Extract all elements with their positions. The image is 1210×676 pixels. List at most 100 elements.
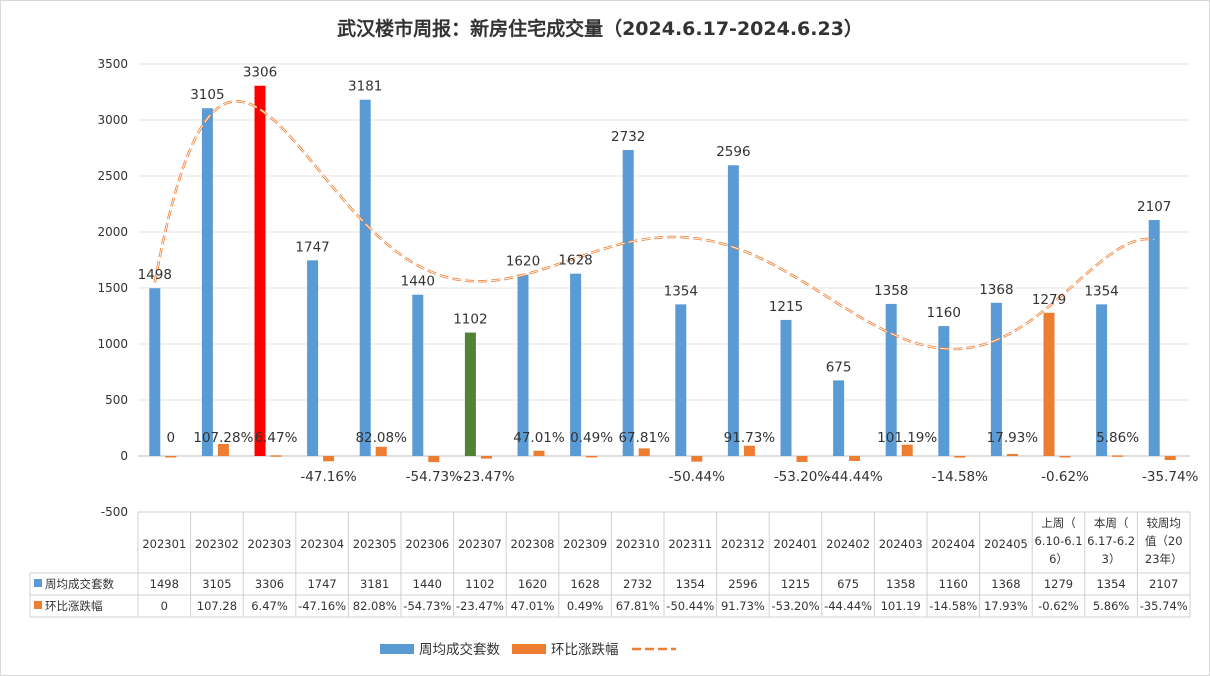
- data-label-rate: 82.08%: [355, 430, 407, 446]
- table-cell: 1498: [150, 577, 179, 591]
- table-header: 202310: [616, 537, 660, 551]
- bar-volume: [201, 108, 213, 457]
- bar-rate: [217, 443, 229, 456]
- table-cell: -47.16%: [298, 599, 346, 613]
- table-cell: 2596: [728, 577, 757, 591]
- table-cell: -0.62%: [1038, 599, 1079, 613]
- data-label-volume: 1440: [401, 274, 435, 290]
- legend-key-rate: [512, 644, 546, 654]
- table-legend-key: [34, 601, 42, 609]
- table-header: 202305: [353, 537, 397, 551]
- data-label-rate: -44.44%: [826, 469, 883, 485]
- bar-rate: [849, 456, 861, 461]
- table-cell: 91.73%: [721, 599, 765, 613]
- y-tick-label: 2500: [97, 169, 128, 183]
- data-label-rate: 107.28%: [193, 430, 253, 446]
- bar-volume: [254, 85, 266, 456]
- table-cell: 1358: [886, 577, 915, 591]
- table-header: 202308: [511, 537, 555, 551]
- data-label-volume: 3306: [243, 65, 277, 81]
- data-label-rate: 17.93%: [987, 430, 1039, 446]
- table-series-name: 环比涨跌幅: [45, 599, 103, 613]
- table-header: 202301: [142, 537, 186, 551]
- table-header: 6）: [1049, 552, 1068, 566]
- table-cell: 101.19: [881, 599, 921, 613]
- bar-volume: [727, 165, 739, 457]
- table-cell: 3306: [255, 577, 284, 591]
- data-label-volume: 1354: [1084, 283, 1118, 299]
- bar-volume: [149, 288, 161, 456]
- data-label-rate: 67.81%: [618, 430, 670, 446]
- table-header: 上周（: [1041, 516, 1076, 530]
- bar-rate: [165, 456, 177, 458]
- table-cell: 1279: [1044, 577, 1073, 591]
- bar-rate: [1006, 453, 1018, 456]
- table-cell: 17.93%: [984, 599, 1028, 613]
- table-header: 较周均: [1146, 516, 1181, 530]
- bar-rate: [954, 456, 966, 458]
- bar-volume: [359, 99, 371, 456]
- bar-rate: [1164, 456, 1176, 461]
- table-cell: 3105: [202, 577, 231, 591]
- data-label-rate: -14.58%: [932, 469, 989, 485]
- table-cell: 1354: [676, 577, 705, 591]
- bar-rate: [638, 448, 650, 456]
- data-label-volume: 1102: [453, 312, 487, 328]
- table-cell: 82.08%: [353, 599, 397, 613]
- bar-rate: [743, 445, 755, 456]
- bar-rate: [691, 456, 703, 462]
- data-label-volume: 2732: [611, 129, 645, 145]
- data-label-rate: 47.01%: [513, 430, 565, 446]
- table-series-name: 周均成交套数: [45, 577, 114, 591]
- data-label-volume: 2596: [716, 144, 750, 160]
- legend-label-rate: 环比涨跌幅: [551, 642, 619, 658]
- data-label-rate: -53.20%: [774, 469, 831, 485]
- table-cell: 1628: [570, 577, 599, 591]
- data-label-rate: 0.49%: [570, 430, 613, 446]
- table-cell: 3181: [360, 577, 389, 591]
- data-label-volume: 1368: [979, 282, 1013, 298]
- data-label-volume: 3181: [348, 79, 382, 95]
- table-header: 202403: [879, 537, 923, 551]
- y-tick-label: -500: [101, 505, 128, 519]
- chart-title: 武汉楼市周报：新房住宅成交量（2024.6.17-2024.6.23）: [337, 17, 863, 40]
- data-label-volume: 2107: [1137, 199, 1171, 215]
- bar-volume: [1043, 312, 1055, 456]
- y-tick-label: 0: [120, 449, 128, 463]
- data-label-rate: 101.19%: [877, 430, 937, 446]
- bar-volume: [990, 302, 1002, 456]
- bar-volume: [570, 273, 582, 456]
- table-cell: 2732: [623, 577, 652, 591]
- data-label-rate: 6.47%: [255, 430, 298, 446]
- table-header: 202312: [721, 537, 765, 551]
- table-cell: 47.01%: [511, 599, 555, 613]
- data-label-rate: -50.44%: [669, 469, 726, 485]
- data-label-volume: 1279: [1032, 292, 1066, 308]
- table-header: 值（20: [1145, 534, 1183, 548]
- table-cell: 6.47%: [251, 599, 288, 613]
- data-label-volume: 1628: [558, 253, 592, 269]
- y-tick-label: 3000: [97, 113, 128, 127]
- table-header: 202311: [668, 537, 712, 551]
- data-label-rate: 91.73%: [724, 430, 776, 446]
- table-header: 202402: [826, 537, 870, 551]
- table-header: 23年）: [1145, 552, 1183, 566]
- bar-volume: [833, 380, 845, 456]
- data-label-rate: -35.74%: [1142, 469, 1199, 485]
- bar-rate: [480, 456, 492, 459]
- legend-key-volume: [380, 644, 414, 654]
- table-cell: -54.73%: [403, 599, 451, 613]
- table-header: 3）: [1102, 552, 1121, 566]
- table-header: 本周（: [1094, 516, 1129, 530]
- bar-volume: [412, 294, 424, 456]
- bar-volume: [1096, 304, 1108, 456]
- table-cell: 1440: [413, 577, 442, 591]
- table-header: 202307: [458, 537, 502, 551]
- data-label-volume: 675: [826, 359, 852, 375]
- data-label-volume: 1215: [769, 299, 803, 315]
- bar-volume: [464, 332, 476, 456]
- bar-volume: [938, 326, 950, 456]
- bar-volume: [885, 303, 897, 456]
- bar-rate: [533, 450, 545, 456]
